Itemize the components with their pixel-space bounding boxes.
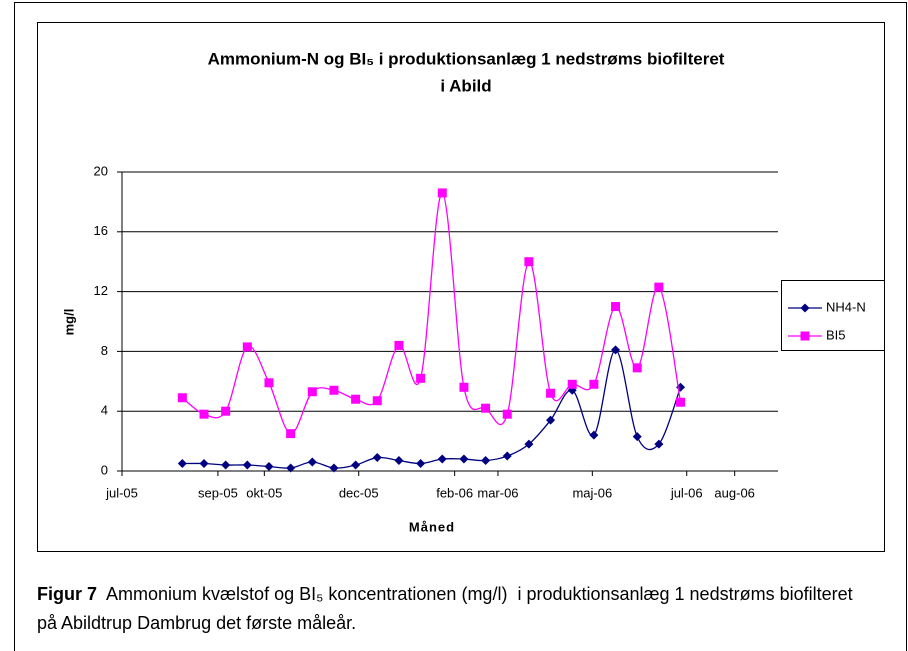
caption-label: Figur 7 [37, 584, 98, 604]
marker [242, 460, 252, 470]
x-tick-label: jul-06 [670, 485, 703, 500]
caption-text: Ammonium kvælstof og BI₅ koncentrationen… [37, 584, 858, 633]
marker [177, 459, 187, 469]
legend-marker [800, 303, 810, 313]
legend-box [781, 280, 885, 351]
marker [632, 432, 642, 442]
marker [242, 342, 252, 352]
marker [437, 188, 447, 198]
marker [221, 406, 231, 416]
legend-label: NH4-N [826, 299, 866, 314]
marker [502, 409, 512, 419]
marker [307, 457, 317, 467]
marker [199, 409, 209, 419]
marker [394, 340, 404, 350]
x-tick-label: okt-05 [246, 485, 282, 500]
marker [654, 282, 664, 292]
marker [394, 456, 404, 466]
x-tick-label: mar-06 [477, 485, 518, 500]
x-axis-label: Måned [409, 519, 455, 534]
marker [264, 462, 274, 472]
marker [307, 387, 317, 397]
marker [567, 379, 577, 389]
marker [329, 463, 339, 473]
x-tick-label: aug-06 [714, 485, 754, 500]
marker [524, 439, 534, 449]
x-tick-label: feb-06 [436, 485, 473, 500]
marker [372, 453, 382, 463]
x-tick-label: jul-05 [105, 485, 138, 500]
marker [372, 396, 382, 406]
marker [632, 363, 642, 373]
y-tick-label: 12 [94, 283, 108, 298]
marker [589, 379, 599, 389]
marker [611, 345, 621, 355]
marker [286, 463, 296, 473]
y-tick-label: 16 [94, 223, 108, 238]
marker [199, 459, 209, 469]
x-tick-label: sep-05 [198, 485, 238, 500]
marker [286, 429, 296, 439]
x-tick-label: dec-05 [339, 485, 379, 500]
marker [481, 403, 491, 413]
marker [221, 460, 231, 470]
marker [437, 454, 447, 464]
marker [546, 415, 556, 425]
chart-title: i Abild [440, 76, 491, 95]
marker [459, 454, 469, 464]
marker [502, 451, 512, 461]
chart-title: Ammonium-N og BI₅ i produktionsanlæg 1 n… [208, 49, 725, 68]
marker [546, 388, 556, 398]
marker [329, 385, 339, 395]
marker [589, 430, 599, 440]
caption: Figur 7 Ammonium kvælstof og BI₅ koncent… [37, 580, 857, 638]
y-tick-label: 0 [101, 462, 108, 477]
marker [177, 393, 187, 403]
marker [524, 257, 534, 267]
marker [654, 439, 664, 449]
series-line [181, 192, 682, 435]
marker [416, 459, 426, 469]
marker [416, 373, 426, 383]
x-tick-label: maj-06 [572, 485, 612, 500]
chart-frame [37, 22, 885, 552]
y-tick-label: 8 [101, 343, 108, 358]
marker [351, 394, 361, 404]
y-axis-label: mg/l [61, 309, 76, 336]
y-tick-label: 20 [94, 163, 108, 178]
marker [459, 382, 469, 392]
marker [264, 378, 274, 388]
marker [481, 456, 491, 466]
marker [676, 397, 686, 407]
legend-label: BI5 [826, 327, 846, 342]
marker [611, 302, 621, 312]
y-tick-label: 4 [101, 403, 108, 418]
legend-marker [800, 331, 810, 341]
marker [351, 460, 361, 470]
